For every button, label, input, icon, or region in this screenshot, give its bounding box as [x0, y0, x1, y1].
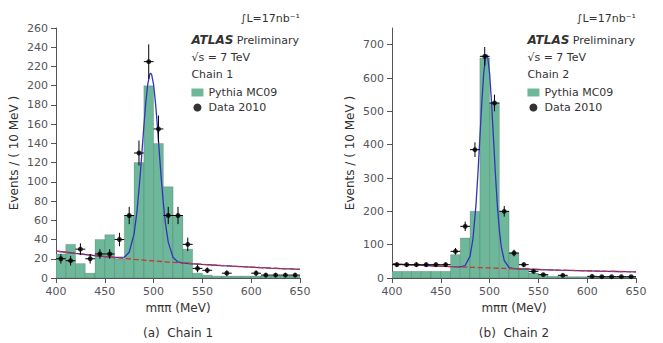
svg-text:650: 650 — [626, 285, 647, 298]
svg-text:180: 180 — [27, 98, 48, 111]
svg-text:200: 200 — [363, 205, 384, 218]
svg-text:450: 450 — [430, 285, 451, 298]
svg-text:ATLAS: ATLAS — [190, 33, 233, 47]
svg-text:200: 200 — [27, 79, 48, 92]
svg-text:400: 400 — [46, 285, 67, 298]
svg-text:450: 450 — [94, 285, 115, 298]
svg-text:Pythia MC09: Pythia MC09 — [544, 86, 613, 99]
svg-text:400: 400 — [363, 138, 384, 151]
svg-text:60: 60 — [34, 214, 48, 227]
svg-text:160: 160 — [27, 118, 48, 131]
svg-text:40: 40 — [34, 233, 48, 246]
svg-text:220: 220 — [27, 60, 48, 73]
svg-text:Chain 2: Chain 2 — [527, 68, 569, 81]
svg-text:500: 500 — [479, 285, 500, 298]
svg-text:500: 500 — [143, 285, 164, 298]
svg-text:240: 240 — [27, 41, 48, 54]
svg-text:600: 600 — [363, 72, 384, 85]
svg-text:√s = 7 TeV: √s = 7 TeV — [527, 51, 586, 64]
svg-text:500: 500 — [363, 105, 384, 118]
svg-text:∫L=17nb⁻¹: ∫L=17nb⁻¹ — [241, 12, 300, 25]
svg-text:260: 260 — [27, 22, 48, 35]
svg-text:550: 550 — [528, 285, 549, 298]
svg-text:80: 80 — [34, 195, 48, 208]
svg-text:(b) Chain 2: (b) Chain 2 — [479, 326, 549, 340]
svg-text:400: 400 — [382, 285, 403, 298]
svg-text:600: 600 — [577, 285, 598, 298]
svg-text:650: 650 — [290, 285, 311, 298]
svg-text:Pythia MC09: Pythia MC09 — [208, 86, 277, 99]
svg-text:Preliminary: Preliminary — [237, 34, 300, 47]
svg-text:Events / ( 10 MeV ): Events / ( 10 MeV ) — [7, 96, 21, 210]
svg-text:√s = 7 TeV: √s = 7 TeV — [191, 51, 250, 64]
svg-text:∫L=17nb⁻¹: ∫L=17nb⁻¹ — [577, 12, 636, 25]
svg-text:Preliminary: Preliminary — [573, 34, 636, 47]
svg-text:Data 2010: Data 2010 — [544, 101, 602, 114]
svg-text:600: 600 — [241, 285, 262, 298]
svg-text:0: 0 — [41, 272, 48, 285]
svg-text:Events / ( 10 MeV ): Events / ( 10 MeV ) — [343, 96, 357, 210]
svg-text:Chain 1: Chain 1 — [191, 68, 233, 81]
svg-text:mππ (MeV): mππ (MeV) — [145, 301, 210, 315]
svg-text:Data 2010: Data 2010 — [208, 101, 266, 114]
svg-text:20: 20 — [34, 252, 48, 265]
svg-text:120: 120 — [27, 156, 48, 169]
svg-text:100: 100 — [363, 238, 384, 251]
svg-text:(a) Chain 1: (a) Chain 1 — [143, 326, 213, 340]
svg-text:0: 0 — [377, 272, 384, 285]
svg-text:100: 100 — [27, 175, 48, 188]
svg-text:300: 300 — [363, 172, 384, 185]
svg-text:140: 140 — [27, 137, 48, 150]
svg-text:550: 550 — [192, 285, 213, 298]
svg-text:ATLAS: ATLAS — [526, 33, 569, 47]
svg-text:mππ (MeV): mππ (MeV) — [481, 301, 546, 315]
svg-text:700: 700 — [363, 38, 384, 51]
